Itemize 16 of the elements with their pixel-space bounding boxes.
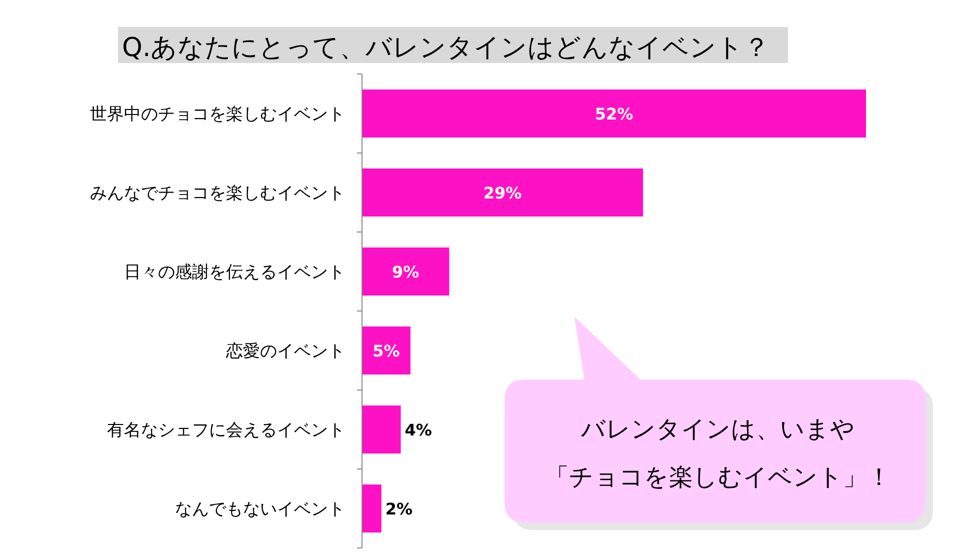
data-label: 2%	[385, 500, 413, 518]
data-label: 52%	[594, 104, 634, 124]
title: Q.あなたにとって、バレンタインはどんなイベント？	[118, 27, 788, 63]
y-tick-label: 世界中のチョコを楽しむイベント	[90, 104, 345, 124]
y-tick-label: なんでもないイベント	[175, 500, 345, 520]
y-tick-label: みんなでチョコを楽しむイベント	[90, 184, 345, 204]
data-label: 5%	[372, 342, 400, 360]
annotation: バレンタインは、いまや	[580, 415, 855, 443]
annotation: 「チョコを楽しむイベント」！	[545, 463, 891, 491]
y-tick-label: 有名なシェフに会えるイベント	[107, 420, 345, 440]
y-tick-label: 日々の感謝を伝えるイベント	[124, 262, 345, 282]
data-label: 4%	[404, 420, 432, 440]
y-tick-label: 恋愛のイベント	[225, 342, 345, 362]
data-label: 29%	[483, 184, 522, 202]
data-label: 9%	[392, 262, 420, 282]
chart-title: Q.あなたにとって、バレンタインはどんなイベント？	[122, 33, 770, 63]
